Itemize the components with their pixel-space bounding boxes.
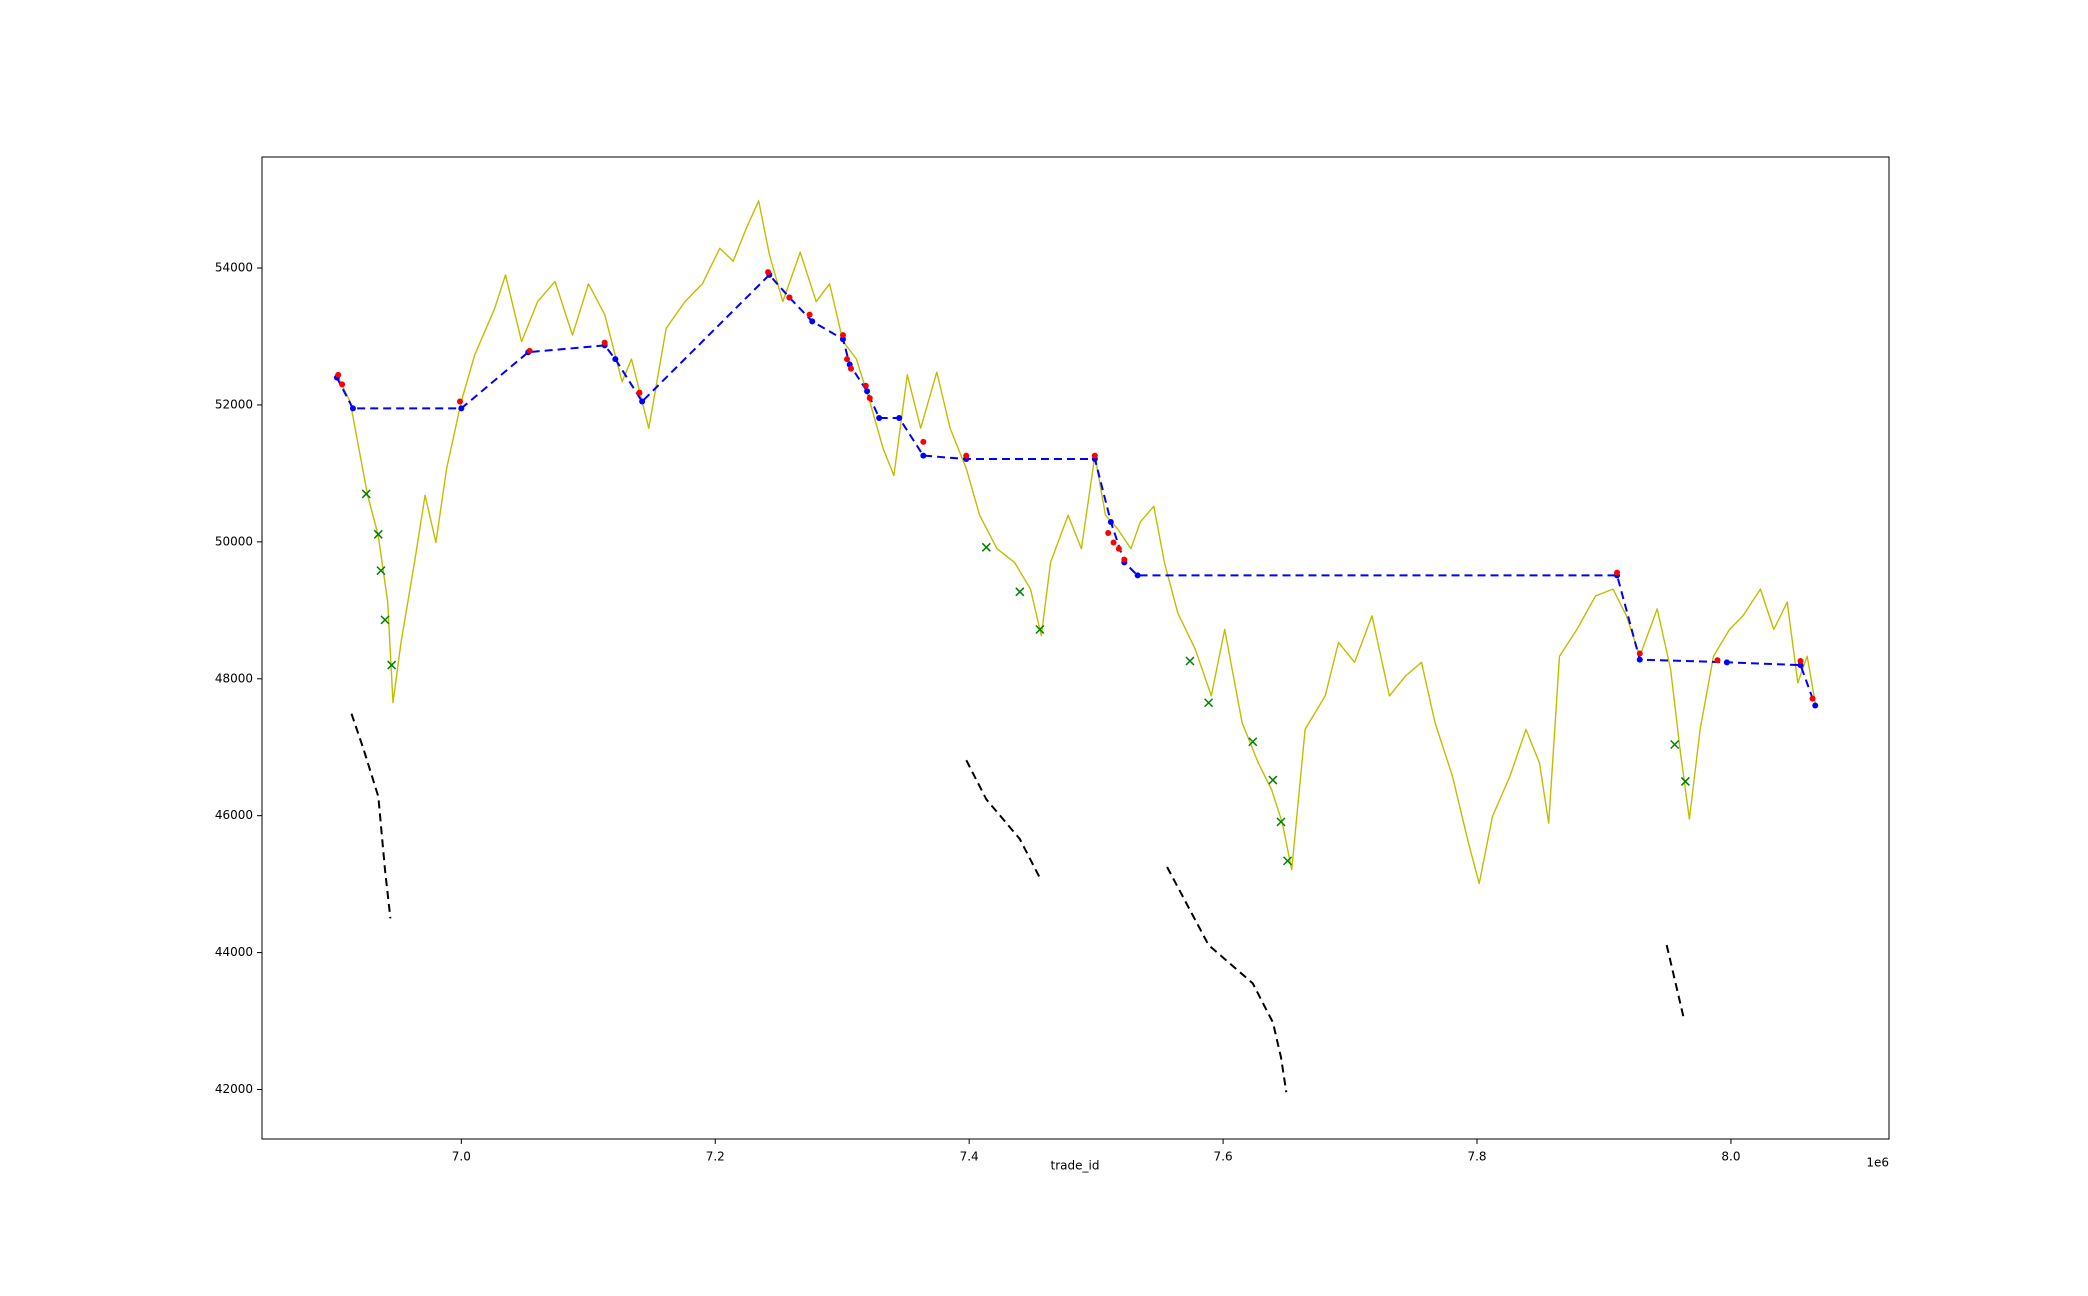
dot-marker bbox=[1110, 539, 1117, 546]
dot-marker bbox=[526, 347, 533, 354]
dot-marker bbox=[876, 414, 883, 421]
y-tick-label: 52000 bbox=[215, 397, 253, 411]
dot-marker bbox=[601, 339, 608, 346]
dot-marker bbox=[862, 382, 869, 389]
y-tick-label: 54000 bbox=[215, 261, 253, 275]
dot-marker bbox=[1105, 529, 1112, 536]
dot-marker bbox=[335, 371, 342, 378]
dot-marker bbox=[1809, 695, 1816, 702]
x-tick-label: 7.2 bbox=[706, 1150, 725, 1164]
x-tick-label: 7.8 bbox=[1467, 1150, 1486, 1164]
dot-marker bbox=[1107, 519, 1114, 526]
series-line bbox=[336, 200, 1816, 885]
x-axis-label: trade_id bbox=[1051, 1159, 1100, 1173]
x-marker bbox=[1035, 624, 1045, 635]
x-marker bbox=[1680, 776, 1690, 786]
dot-marker bbox=[963, 452, 970, 459]
dot-marker bbox=[1636, 656, 1643, 663]
dot-marker bbox=[456, 398, 463, 405]
dot-marker bbox=[1636, 650, 1643, 657]
dot-marker bbox=[844, 356, 851, 363]
dot-marker bbox=[1121, 556, 1128, 563]
x-offset-label: 1e6 bbox=[1866, 1156, 1889, 1170]
dot-marker bbox=[896, 414, 903, 421]
dot-marker bbox=[839, 332, 846, 339]
dot-marker bbox=[636, 389, 643, 396]
dot-marker bbox=[458, 405, 465, 412]
dot-marker bbox=[920, 452, 927, 459]
y-tick-label: 48000 bbox=[215, 671, 253, 685]
y-tick-label: 46000 bbox=[215, 808, 253, 822]
x-marker bbox=[981, 542, 991, 552]
dot-marker bbox=[866, 395, 873, 402]
dot-marker bbox=[847, 365, 854, 372]
dot-marker bbox=[839, 336, 846, 343]
dot-marker bbox=[639, 398, 646, 405]
dot-marker bbox=[339, 381, 346, 388]
dot-marker bbox=[1723, 659, 1730, 666]
x-marker bbox=[361, 489, 371, 499]
x-marker bbox=[1248, 737, 1258, 747]
dot-marker bbox=[809, 318, 816, 325]
x-tick-label: 7.6 bbox=[1214, 1150, 1233, 1164]
dot-marker bbox=[1714, 657, 1721, 664]
dot-marker bbox=[1797, 662, 1804, 669]
dot-marker bbox=[1091, 452, 1098, 459]
dot-marker bbox=[1134, 572, 1141, 579]
dot-marker bbox=[1115, 545, 1122, 552]
x-marker bbox=[1268, 775, 1278, 785]
x-tick-label: 7.4 bbox=[960, 1150, 979, 1164]
y-tick-label: 50000 bbox=[215, 534, 253, 548]
series-line bbox=[350, 713, 1686, 1093]
x-marker bbox=[1185, 656, 1195, 666]
axes-frame bbox=[261, 156, 1890, 1140]
dot-marker bbox=[1812, 702, 1819, 709]
dot-marker bbox=[765, 269, 772, 276]
x-marker bbox=[380, 615, 390, 625]
x-marker bbox=[373, 529, 383, 539]
x-marker bbox=[1276, 817, 1286, 827]
x-marker bbox=[1015, 587, 1025, 597]
dot-marker bbox=[612, 356, 619, 363]
dot-marker bbox=[349, 405, 356, 412]
x-tick-label: 7.0 bbox=[452, 1150, 471, 1164]
series-line bbox=[336, 273, 1817, 706]
dot-marker bbox=[864, 388, 871, 395]
x-tick-label: 8.0 bbox=[1721, 1150, 1740, 1164]
dot-marker bbox=[1614, 569, 1621, 576]
y-tick-label: 42000 bbox=[215, 1082, 253, 1096]
dot-marker bbox=[1797, 657, 1804, 664]
x-marker bbox=[1204, 698, 1214, 708]
y-tick-label: 44000 bbox=[215, 945, 253, 959]
dot-marker bbox=[920, 438, 927, 445]
x-marker bbox=[387, 660, 397, 670]
dot-marker bbox=[786, 294, 793, 301]
x-marker bbox=[1283, 856, 1293, 866]
x-marker bbox=[1670, 739, 1680, 750]
x-marker bbox=[376, 566, 386, 576]
dot-marker bbox=[806, 311, 813, 318]
